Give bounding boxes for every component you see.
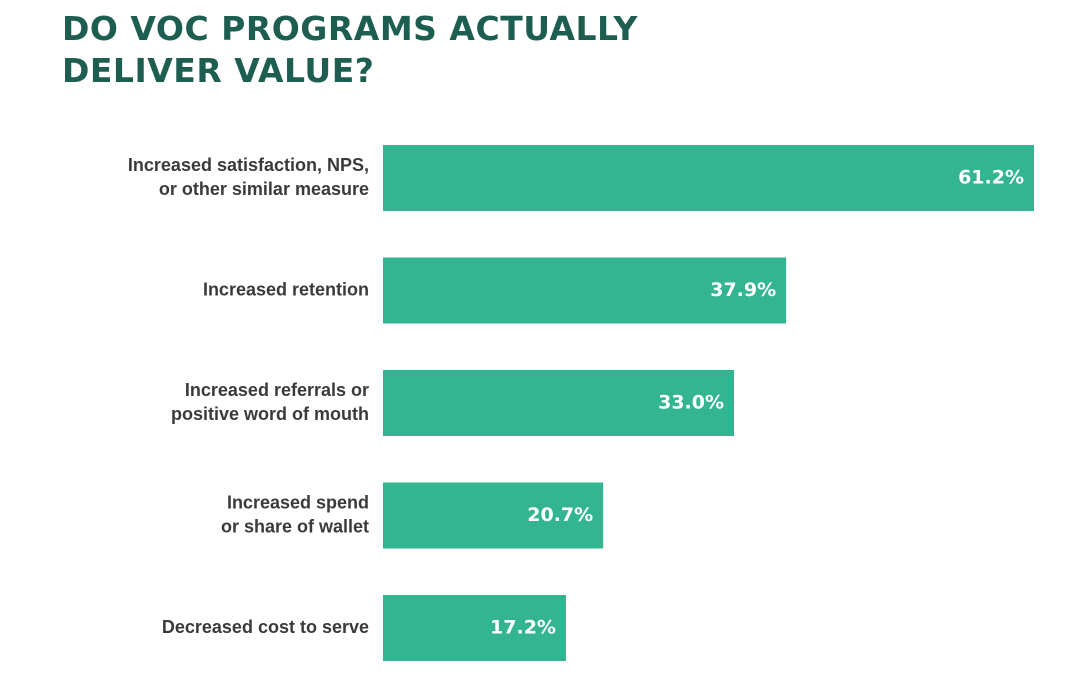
bar-3	[383, 370, 735, 436]
value-label-4: 20.7%	[527, 504, 593, 526]
category-label-1-line-1: Increased satisfaction, NPS,	[128, 155, 369, 175]
category-label-3-line-1: Increased referrals or	[185, 380, 369, 400]
category-label-4-line-1: Increased spend	[227, 492, 369, 512]
category-label-1-line-2: or other similar measure	[159, 179, 369, 199]
value-label-1: 61.2%	[958, 167, 1024, 189]
value-label-3: 33.0%	[658, 392, 724, 414]
category-label-5: Decreased cost to serve	[162, 617, 369, 637]
category-label-4-line-2: or share of wallet	[221, 516, 369, 536]
value-label-2: 37.9%	[710, 279, 776, 301]
category-label-3-line-2: positive word of mouth	[171, 404, 369, 424]
bar-1	[383, 145, 1034, 211]
chart-title-line-1: DO VOC PROGRAMS ACTUALLY	[62, 9, 638, 48]
category-label-2: Increased retention	[203, 279, 369, 299]
bar-2	[383, 257, 787, 324]
value-label-5: 17.2%	[490, 617, 556, 639]
chart-title-line-2: DELIVER VALUE?	[62, 51, 375, 90]
bar-4	[383, 482, 604, 549]
bar-5	[383, 595, 566, 661]
chart-title: DO VOC PROGRAMS ACTUALLY DELIVER VALUE?	[62, 8, 638, 92]
